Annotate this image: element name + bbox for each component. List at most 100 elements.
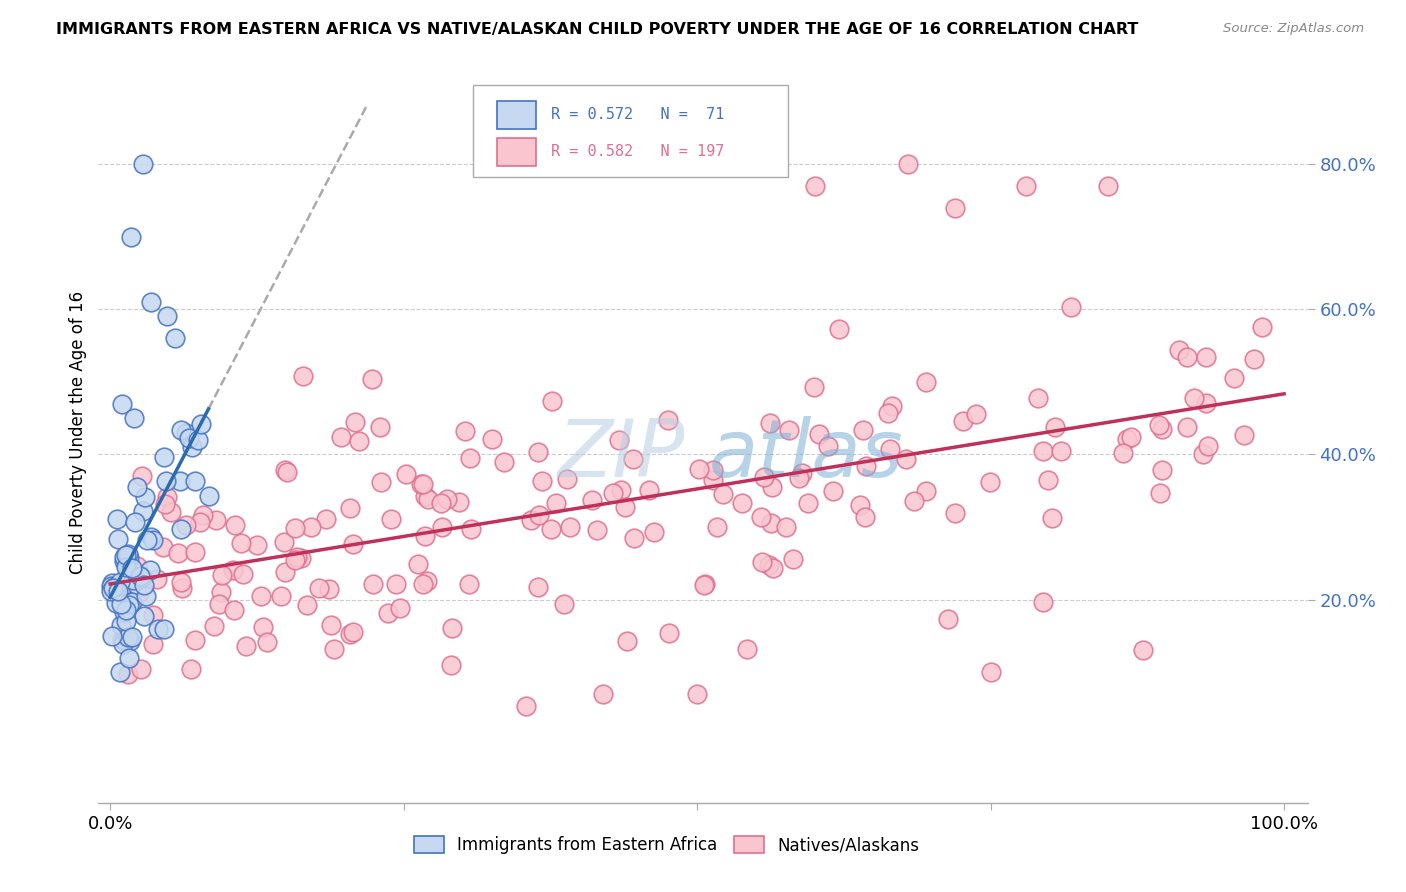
Point xyxy=(110,617,132,632)
Point xyxy=(249,589,271,603)
Point xyxy=(100,584,122,599)
Point xyxy=(235,639,257,653)
Point xyxy=(276,466,298,480)
Point xyxy=(117,547,139,561)
Point xyxy=(131,504,153,518)
Point xyxy=(1233,428,1256,442)
Point xyxy=(156,490,179,504)
Point xyxy=(706,520,728,534)
Point xyxy=(876,406,898,420)
Point xyxy=(828,322,851,336)
Point xyxy=(710,157,733,171)
Point xyxy=(142,608,165,623)
Point xyxy=(693,577,716,591)
Point xyxy=(370,475,392,490)
Point xyxy=(980,665,1002,680)
Point xyxy=(112,605,135,619)
Point xyxy=(121,561,143,575)
Point xyxy=(274,463,297,477)
Point xyxy=(821,483,844,498)
Point xyxy=(284,521,307,535)
Point xyxy=(1175,419,1198,434)
Point xyxy=(1243,351,1265,366)
Point xyxy=(1032,444,1054,458)
Point xyxy=(638,483,661,497)
Text: Source: ZipAtlas.com: Source: ZipAtlas.com xyxy=(1223,22,1364,36)
Point xyxy=(112,632,135,647)
Text: ZIP: ZIP xyxy=(558,416,685,494)
Point xyxy=(553,597,575,611)
Point xyxy=(454,424,477,438)
Point xyxy=(853,510,876,524)
Point xyxy=(132,577,155,591)
Point xyxy=(761,480,783,494)
Point xyxy=(105,580,128,594)
Point xyxy=(118,550,141,565)
Point xyxy=(614,500,637,515)
Point xyxy=(139,530,162,544)
Point xyxy=(1197,439,1219,453)
Point xyxy=(118,651,141,665)
Point xyxy=(752,470,775,484)
Point xyxy=(211,568,233,582)
Point xyxy=(1049,444,1071,458)
Point xyxy=(702,463,724,477)
Point xyxy=(458,451,481,466)
Point xyxy=(361,576,384,591)
Point xyxy=(224,517,246,532)
Point xyxy=(643,525,665,540)
Point xyxy=(285,550,308,565)
Point xyxy=(790,466,813,480)
Point xyxy=(105,596,128,610)
Point xyxy=(855,458,877,473)
Point xyxy=(105,512,128,526)
Point xyxy=(1149,486,1171,500)
Point xyxy=(903,493,925,508)
Point xyxy=(100,629,122,643)
Point xyxy=(385,577,408,591)
Point xyxy=(540,522,562,536)
Point xyxy=(100,579,122,593)
Text: R = 0.572   N =  71: R = 0.572 N = 71 xyxy=(551,107,724,122)
Point xyxy=(202,619,225,633)
Point xyxy=(1167,343,1189,358)
Point xyxy=(1182,391,1205,405)
Point xyxy=(256,634,278,648)
Point xyxy=(117,566,139,581)
Point xyxy=(1045,420,1067,434)
Point xyxy=(101,576,124,591)
Point xyxy=(527,580,550,594)
Point xyxy=(797,496,820,510)
Point xyxy=(943,506,966,520)
Point xyxy=(395,467,418,482)
Point xyxy=(115,603,138,617)
Point xyxy=(111,396,134,410)
Point xyxy=(270,590,292,604)
Point xyxy=(896,451,918,466)
Point xyxy=(118,599,141,613)
Point xyxy=(557,472,579,486)
Point xyxy=(142,637,165,651)
Point xyxy=(284,553,307,567)
Point xyxy=(520,513,543,527)
Point xyxy=(187,433,209,447)
Point xyxy=(377,606,399,620)
Point xyxy=(107,532,129,546)
Point xyxy=(693,578,716,592)
Point xyxy=(155,497,177,511)
Point xyxy=(172,581,194,595)
Point xyxy=(117,630,139,644)
Point xyxy=(952,414,974,428)
Point xyxy=(315,511,337,525)
Point xyxy=(229,536,252,550)
Point xyxy=(412,577,434,591)
Point xyxy=(118,634,141,648)
Point xyxy=(1040,511,1063,525)
Point xyxy=(190,417,212,431)
Point xyxy=(167,546,190,560)
Point xyxy=(111,637,134,651)
Point xyxy=(112,549,135,564)
Point xyxy=(415,529,437,543)
Point xyxy=(299,520,322,534)
Point xyxy=(155,310,177,324)
